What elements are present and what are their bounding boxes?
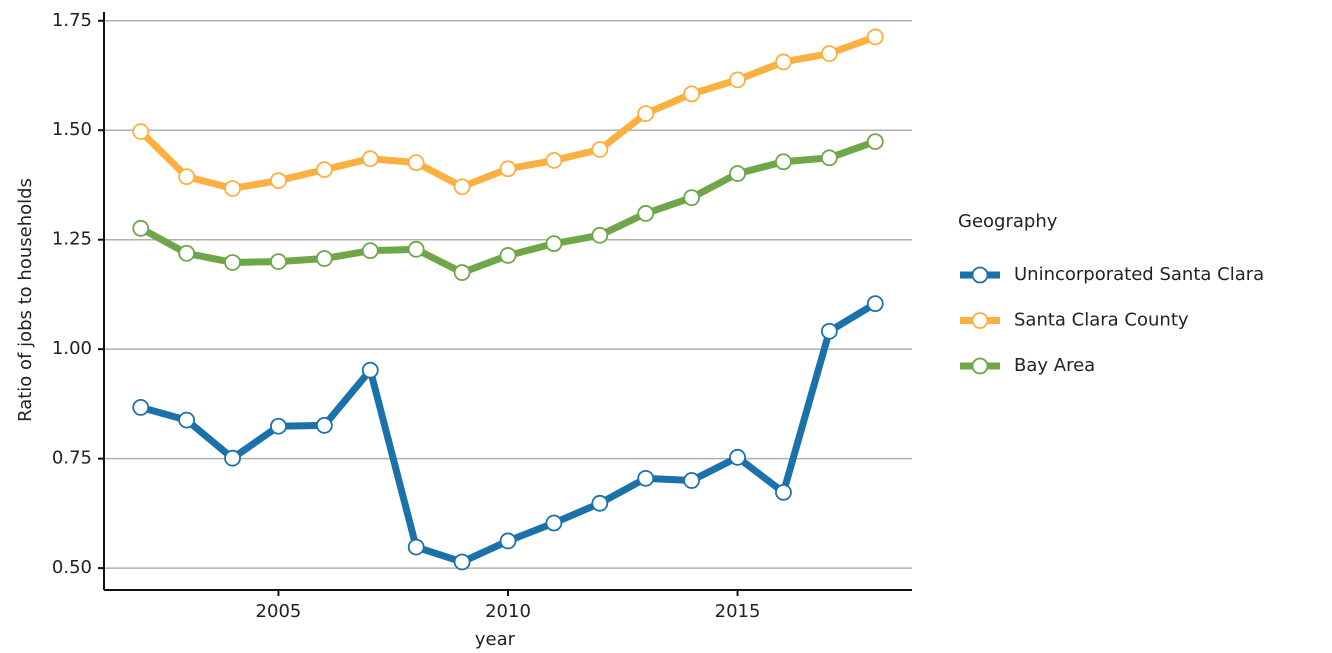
point bbox=[315, 161, 333, 179]
point bbox=[361, 361, 379, 379]
point bbox=[591, 494, 609, 512]
point bbox=[499, 247, 517, 264]
point bbox=[637, 469, 655, 487]
point bbox=[270, 253, 287, 270]
point bbox=[775, 153, 792, 171]
point bbox=[866, 133, 884, 151]
point bbox=[132, 123, 150, 140]
point bbox=[545, 235, 563, 253]
point bbox=[499, 532, 517, 550]
point bbox=[775, 483, 792, 501]
legend-marker bbox=[971, 266, 989, 284]
point bbox=[407, 240, 425, 258]
x-axis-label: year bbox=[475, 629, 516, 650]
point bbox=[591, 141, 609, 158]
x-tick-label: 2005 bbox=[256, 601, 302, 622]
point bbox=[407, 154, 425, 172]
legend-marker bbox=[971, 312, 989, 329]
point bbox=[224, 254, 241, 271]
point bbox=[820, 322, 838, 340]
point bbox=[637, 105, 655, 122]
point bbox=[683, 85, 701, 103]
legend-label: Unincorporated Santa Clara bbox=[1014, 264, 1264, 285]
point bbox=[820, 45, 838, 62]
point bbox=[820, 149, 838, 167]
point bbox=[453, 178, 471, 196]
y-tick-label: 1.75 bbox=[52, 10, 92, 31]
legend-title: Geography bbox=[958, 211, 1058, 232]
point bbox=[178, 411, 196, 429]
legend-label: Bay Area bbox=[1014, 355, 1095, 376]
point bbox=[591, 226, 609, 244]
point bbox=[178, 244, 196, 262]
legend-label: Santa Clara County bbox=[1014, 310, 1189, 331]
x-tick-label: 2015 bbox=[715, 601, 761, 622]
point bbox=[866, 295, 884, 313]
series-line bbox=[139, 300, 878, 566]
point bbox=[729, 71, 746, 89]
point bbox=[545, 514, 563, 532]
point bbox=[178, 168, 196, 186]
point bbox=[729, 165, 746, 182]
point bbox=[270, 417, 287, 435]
y-tick-label: 1.25 bbox=[52, 229, 92, 250]
point bbox=[315, 250, 333, 267]
y-tick-label: 0.75 bbox=[52, 448, 92, 469]
point bbox=[683, 472, 701, 489]
point bbox=[315, 416, 333, 434]
point bbox=[499, 160, 517, 178]
point bbox=[637, 205, 655, 222]
point bbox=[775, 53, 792, 71]
point bbox=[224, 180, 241, 197]
point bbox=[453, 553, 471, 571]
point bbox=[683, 189, 701, 207]
point bbox=[361, 242, 379, 260]
point bbox=[132, 399, 150, 416]
point bbox=[224, 449, 241, 467]
point bbox=[545, 152, 563, 169]
point bbox=[866, 28, 884, 46]
y-tick-label: 0.50 bbox=[52, 557, 92, 578]
point bbox=[729, 448, 746, 466]
point bbox=[132, 219, 150, 237]
legend-marker bbox=[971, 357, 989, 375]
point bbox=[407, 538, 425, 556]
y-axis-label: Ratio of jobs to households bbox=[15, 178, 36, 422]
point bbox=[270, 172, 287, 189]
y-tick-label: 1.50 bbox=[52, 119, 92, 140]
x-tick-label: 2010 bbox=[485, 601, 531, 622]
point bbox=[361, 150, 379, 168]
point bbox=[453, 264, 471, 281]
y-tick-label: 1.00 bbox=[52, 338, 92, 359]
